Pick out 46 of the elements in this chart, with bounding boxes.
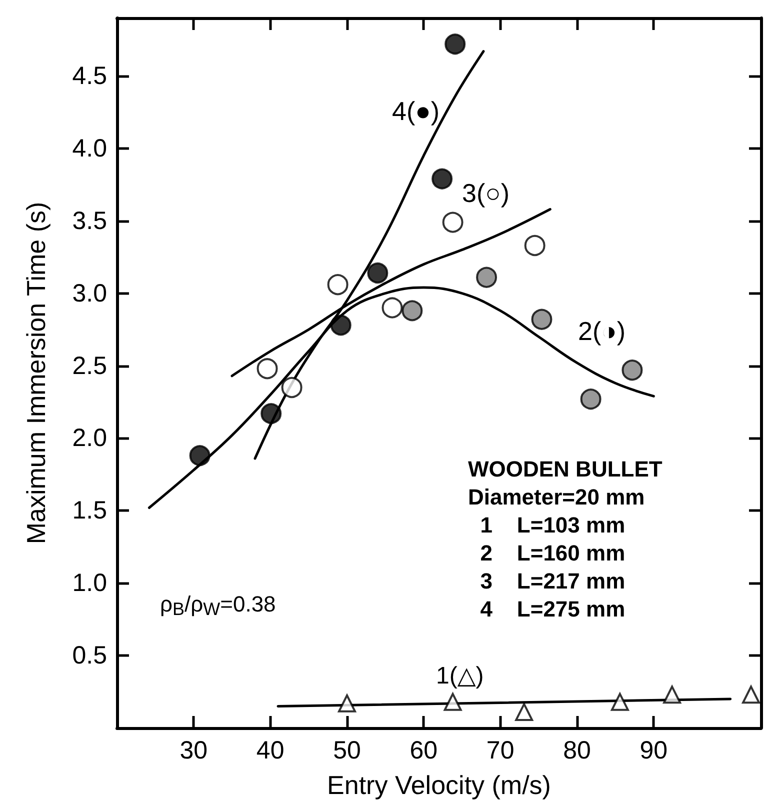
point bbox=[531, 308, 552, 330]
point bbox=[260, 403, 282, 424]
y-tick-label: 3.5 bbox=[72, 206, 107, 235]
annotation: 2(◑) bbox=[578, 316, 626, 346]
annotation: WOODEN BULLET Diameter=20 mm 1 L=103 mm 2 L=160 mm 3 L=217 mm 4 L=275 mm bbox=[468, 456, 663, 622]
point bbox=[338, 694, 356, 712]
y-tick-label: 4.0 bbox=[72, 134, 107, 162]
y-axis-title: Maximum Immersion Time (s) bbox=[21, 202, 51, 544]
point bbox=[189, 445, 210, 466]
point bbox=[444, 692, 462, 711]
y-tick-label: 2.0 bbox=[72, 424, 107, 452]
annotation: 4(●) bbox=[392, 96, 440, 126]
x-axis-title: Entry Velocity (m/s) bbox=[327, 770, 551, 800]
point bbox=[432, 168, 453, 190]
y-tick-label: 0.5 bbox=[72, 642, 107, 670]
annotation: 1(△) bbox=[436, 662, 484, 690]
x-tick-label: 70 bbox=[486, 736, 514, 764]
point bbox=[256, 358, 278, 380]
point bbox=[442, 212, 464, 233]
x-tick-label: 50 bbox=[333, 736, 361, 764]
point bbox=[476, 266, 498, 288]
point bbox=[663, 686, 682, 704]
y-tick-label: 1.0 bbox=[72, 569, 107, 598]
y-tick-label: 4.5 bbox=[72, 62, 107, 90]
point bbox=[610, 692, 629, 711]
point bbox=[515, 703, 534, 722]
point bbox=[281, 376, 302, 398]
point bbox=[330, 314, 352, 336]
x-tick-label: 30 bbox=[180, 736, 208, 764]
point bbox=[622, 360, 643, 381]
annotation: 3(○) bbox=[462, 178, 510, 208]
point bbox=[402, 300, 423, 322]
y-tick-label: 3.0 bbox=[72, 279, 107, 308]
point bbox=[327, 274, 348, 296]
point bbox=[444, 34, 466, 55]
y-tick-label: 1.5 bbox=[72, 496, 107, 525]
x-tick-label: 80 bbox=[563, 736, 591, 764]
y-tick-label: 2.5 bbox=[72, 352, 107, 380]
x-tick-label: 90 bbox=[640, 736, 668, 764]
point bbox=[524, 234, 546, 256]
point bbox=[580, 388, 602, 410]
point bbox=[742, 686, 760, 704]
point bbox=[382, 297, 403, 318]
x-tick-label: 40 bbox=[256, 736, 284, 764]
x-tick-label: 60 bbox=[410, 736, 438, 764]
point bbox=[367, 262, 388, 284]
